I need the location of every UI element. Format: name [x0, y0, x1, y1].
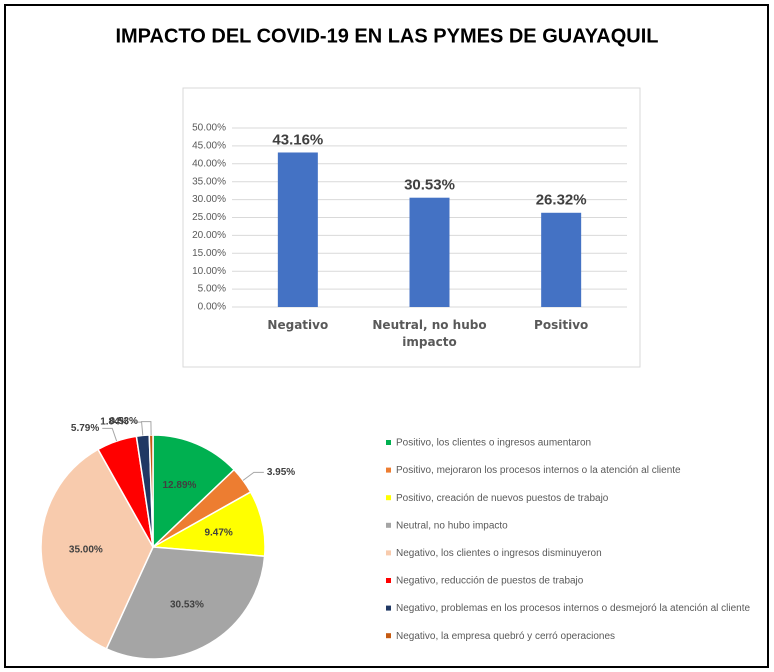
- slice-label: 3.95%: [267, 467, 295, 478]
- pie-slice: [152, 434, 236, 549]
- y-tick-label: 50.00%: [192, 123, 226, 134]
- legend-label: Positivo, los clientes o ingresos aument…: [396, 438, 591, 449]
- bar: [409, 197, 450, 307]
- y-tick-label: 10.00%: [192, 266, 226, 277]
- leader-line: [131, 421, 144, 436]
- slice-label: 30.53%: [170, 600, 204, 611]
- legend-swatch: [386, 522, 391, 528]
- x-label-box: Positivo: [534, 318, 589, 332]
- pie-slice: [105, 546, 266, 660]
- legend-label: Negativo, problemas en los procesos inte…: [396, 603, 751, 614]
- y-tick-label: 45.00%: [192, 141, 226, 152]
- leader-line: [102, 427, 118, 442]
- y-tick-label: 40.00%: [192, 158, 226, 169]
- slice-label: 9.47%: [204, 527, 232, 538]
- legend-swatch: [386, 550, 391, 556]
- legend-label: Neutral, no hubo impacto: [396, 520, 508, 531]
- pie-slice: [40, 448, 154, 650]
- legend-label: Negativo, los clientes o ingresos dismin…: [396, 548, 602, 559]
- bar: [277, 152, 318, 307]
- x-tick-label: Negativo: [267, 318, 329, 332]
- x-label-box: Neutral, no hubo impacto: [372, 318, 487, 349]
- y-tick-label: 5.00%: [198, 284, 226, 295]
- legend-swatch: [386, 605, 391, 611]
- x-label-box: Negativo: [267, 318, 329, 332]
- legend-swatch: [386, 578, 391, 583]
- bar: [541, 212, 582, 307]
- slice-label: 35.00%: [69, 544, 103, 555]
- value-label: 26.32%: [536, 192, 587, 209]
- legend-swatch: [386, 467, 391, 473]
- y-tick-label: 15.00%: [192, 248, 226, 259]
- slice-label: 0.53%: [110, 416, 138, 427]
- page-title: IMPACTO DEL COVID-19 EN LAS PYMES DE GUA…: [115, 25, 658, 47]
- y-tick-label: 35.00%: [192, 176, 226, 187]
- slice-label: 5.79%: [71, 423, 99, 434]
- y-tick-label: 0.00%: [198, 302, 226, 313]
- legend-swatch: [386, 633, 391, 639]
- legend-label: Negativo, reducción de puestos de trabaj…: [396, 576, 584, 587]
- leader-line: [140, 421, 152, 436]
- legend-swatch: [386, 440, 391, 445]
- slice-label: 12.89%: [163, 480, 197, 491]
- slice-label: 1.84%: [100, 417, 128, 428]
- x-tick-label: Neutral, no hubo impacto: [372, 318, 487, 349]
- legend-label: Negativo, la empresa quebró y cerró oper…: [396, 631, 615, 642]
- x-tick-label: Positivo: [534, 318, 589, 332]
- y-tick-label: 20.00%: [192, 230, 226, 241]
- leader-line: [242, 471, 264, 481]
- legend-swatch: [386, 495, 391, 501]
- value-label: 43.16%: [272, 131, 323, 148]
- y-tick-label: 25.00%: [192, 212, 226, 223]
- legend-label: Positivo, creación de nuevos puestos de …: [396, 493, 609, 504]
- y-tick-label: 30.00%: [192, 194, 226, 205]
- legend-label: Positivo, mejoraron los procesos interno…: [396, 465, 681, 476]
- value-label: 30.53%: [404, 177, 455, 194]
